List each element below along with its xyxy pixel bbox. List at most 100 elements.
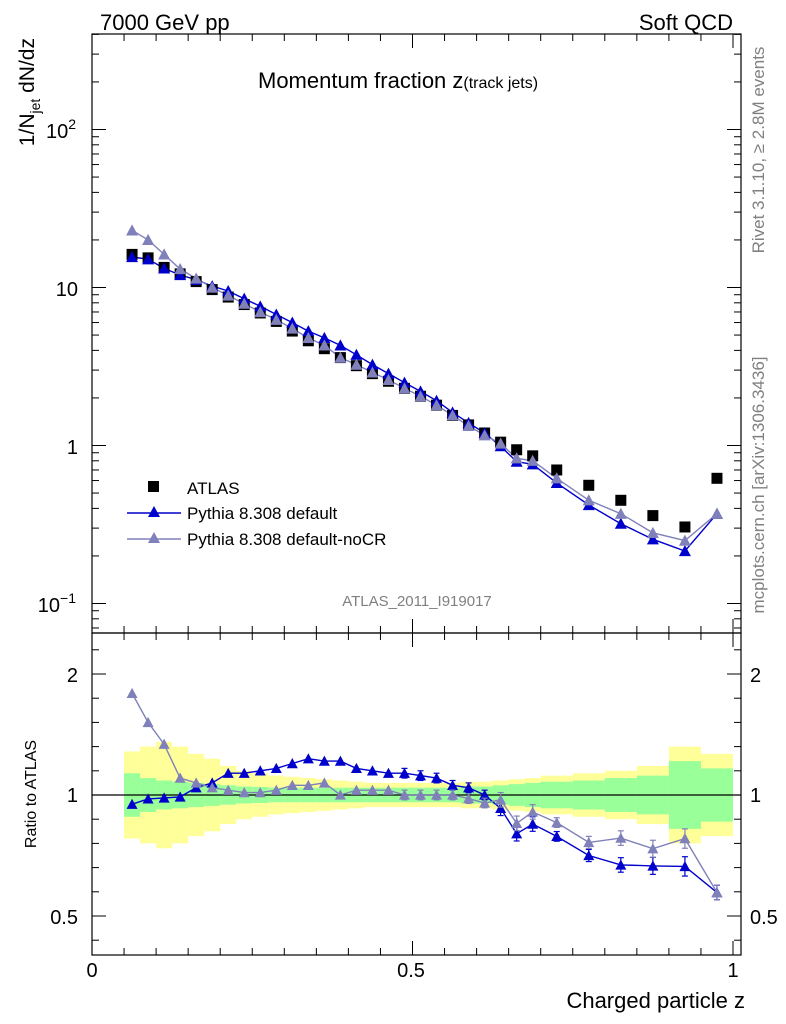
- legend-marker-default: [148, 506, 160, 517]
- plot-title: Momentum fraction z(track jets): [258, 68, 538, 93]
- ratio-point-pythia-8-308-default-14: [350, 762, 362, 774]
- ratio-point-pythia-8-308-default-30: [679, 860, 691, 872]
- point-pythia-8-308-default-nocr-8: [254, 305, 267, 318]
- point-atlas-30: [679, 521, 691, 533]
- ratio-point-pythia-8-308-default-nocr-30: [679, 833, 691, 844]
- x-axis-label: Charged particle z: [566, 988, 745, 1013]
- ratio-point-pythia-8-308-default-28: [615, 859, 627, 870]
- point-pythia-8-308-default-8: [254, 300, 267, 312]
- ratio-axis-label: Ratio to ATLAS: [23, 740, 40, 848]
- y-axis-label-sub: jet: [27, 99, 43, 115]
- point-atlas-24: [511, 444, 523, 456]
- ratio-panel: 2 1 0.5 2 1 0.5 Ratio to ATLAS 0 0.5 1 C…: [23, 632, 778, 1013]
- legend-label-default: Pythia 8.308 default: [187, 504, 338, 523]
- ratio-tick-right-2: 2: [750, 665, 761, 687]
- point-pythia-8-308-default-11: [302, 325, 315, 337]
- plot-title-sub: (track jets): [463, 75, 538, 92]
- point-pythia-8-308-default-1: [142, 253, 155, 265]
- point-atlas-28: [615, 494, 627, 506]
- ratio-point-pythia-8-308-default-nocr-13: [334, 789, 346, 800]
- ratio-point-pythia-8-308-default-nocr-28: [615, 832, 627, 843]
- ratio-point-pythia-8-308-default-nocr-20: [447, 789, 459, 800]
- point-pythia-8-308-default-29: [646, 533, 659, 545]
- ratio-point-pythia-8-308-default-0: [126, 798, 138, 809]
- ratio-point-pythia-8-308-default-25: [527, 818, 539, 829]
- ratio-ticks: [91, 633, 741, 955]
- point-pythia-8-308-default-nocr-28: [614, 507, 627, 519]
- y-axis-label-suffix: dN/dz: [16, 38, 39, 99]
- ratio-point-pythia-8-308-default-2: [158, 792, 170, 803]
- ratio-point-pythia-8-308-default-nocr-26: [551, 817, 563, 828]
- ratio-point-pythia-8-308-default-nocr-0: [126, 687, 138, 699]
- ratio-point-pythia-8-308-default-20: [447, 779, 459, 790]
- ratio-point-pythia-8-308-default-nocr-16: [382, 784, 394, 795]
- point-pythia-8-308-default-nocr-11: [302, 331, 315, 343]
- point-pythia-8-308-default-nocr-19: [430, 399, 443, 411]
- point-pythia-8-308-default-nocr-14: [350, 358, 363, 370]
- analysis-watermark: ATLAS_2011_I919017: [342, 593, 492, 610]
- point-pythia-8-308-default-nocr-27: [582, 494, 595, 506]
- point-pythia-8-308-default-17: [398, 376, 411, 388]
- point-pythia-8-308-default-10: [286, 316, 299, 328]
- ratio-point-pythia-8-308-default-19: [431, 772, 443, 783]
- ratio-point-pythia-8-308-default-17: [398, 767, 410, 778]
- ratio-point-pythia-8-308-default-nocr-18: [415, 789, 427, 800]
- ratio-tick-left-1: 1: [67, 785, 78, 807]
- ratio-point-pythia-8-308-default-nocr-17: [398, 789, 410, 800]
- ratio-point-pythia-8-308-default-nocr-24: [511, 817, 523, 828]
- ratio-point-pythia-8-308-default-27: [583, 850, 595, 861]
- ytick-label-100-exp: 2: [68, 116, 76, 132]
- point-atlas-27: [583, 479, 595, 491]
- point-pythia-8-308-default-nocr-9: [270, 313, 283, 325]
- ratio-point-pythia-8-308-default-22: [479, 789, 491, 800]
- point-atlas-29: [647, 510, 659, 522]
- ratio-point-pythia-8-308-default-nocr-31: [711, 887, 723, 898]
- ratio-point-pythia-8-308-default-21: [463, 782, 475, 793]
- ratio-point-pythia-8-308-default-nocr-8: [254, 787, 266, 798]
- ratio-point-pythia-8-308-default-15: [366, 765, 378, 776]
- ratio-point-pythia-8-308-default-26: [551, 830, 563, 842]
- ratio-point-pythia-8-308-default-8: [254, 765, 266, 776]
- ratio-point-pythia-8-308-default-13: [334, 755, 346, 766]
- point-pythia-8-308-default-nocr-25: [526, 454, 539, 466]
- point-pythia-8-308-default-nocr-23: [494, 437, 507, 449]
- ratio-point-pythia-8-308-default-nocr-15: [366, 784, 378, 795]
- point-pythia-8-308-default-nocr-16: [382, 373, 395, 386]
- ratio-point-pythia-8-308-default-7: [238, 767, 250, 778]
- main-ticks: [91, 33, 741, 633]
- point-pythia-8-308-default-nocr-2: [158, 248, 171, 260]
- point-pythia-8-308-default-nocr-21: [462, 419, 475, 432]
- ratio-line-pythia-8-308-default: [131, 757, 718, 894]
- ratio-point-pythia-8-308-default-18: [415, 770, 427, 781]
- point-atlas-31: [711, 472, 723, 484]
- legend-label-atlas: ATLAS: [187, 479, 240, 498]
- ratio-point-pythia-8-308-default-nocr-1: [142, 716, 154, 728]
- ratio-point-pythia-8-308-default-29: [647, 860, 659, 871]
- header-right: Soft QCD: [639, 10, 733, 35]
- main-panel: 102 10 1 10−1 1/Njet dN/dz Momentum frac…: [16, 33, 742, 634]
- point-pythia-8-308-default-13: [334, 339, 347, 351]
- point-pythia-8-308-default-nocr-0: [126, 224, 139, 236]
- point-pythia-8-308-default-nocr-4: [190, 272, 203, 284]
- ratio-point-pythia-8-308-default-nocr-12: [318, 777, 330, 788]
- header-left: 7000 GeV pp: [100, 10, 230, 35]
- mcplots-label: mcplots.cern.ch [arXiv:1306.3436]: [749, 356, 768, 613]
- point-pythia-8-308-default-nocr-15: [366, 366, 379, 378]
- point-pythia-8-308-default-0: [126, 250, 139, 263]
- legend: ATLAS Pythia 8.308 default Pythia 8.308 …: [127, 479, 386, 549]
- main-series-layer: [126, 224, 723, 557]
- point-pythia-8-308-default-nocr-7: [238, 297, 251, 309]
- ratio-point-pythia-8-308-default-nocr-23: [495, 794, 507, 805]
- ratio-point-pythia-8-308-default-nocr-2: [158, 738, 170, 749]
- ratio-point-pythia-8-308-default-nocr-9: [270, 784, 282, 795]
- point-pythia-8-308-default-nocr-29: [646, 526, 659, 538]
- xtick-label-0.5: 0.5: [397, 960, 425, 982]
- ratio-point-pythia-8-308-default-nocr-10: [286, 779, 298, 790]
- ratio-point-pythia-8-308-default-12: [318, 755, 330, 766]
- point-pythia-8-308-default-nocr-30: [678, 534, 691, 546]
- ratio-point-pythia-8-308-default-nocr-14: [350, 784, 362, 795]
- point-pythia-8-308-default-2: [158, 262, 171, 274]
- point-pythia-8-308-default-nocr-22: [478, 429, 491, 441]
- ratio-point-pythia-8-308-default-24: [511, 828, 523, 839]
- ratio-point-pythia-8-308-default-nocr-11: [302, 779, 314, 790]
